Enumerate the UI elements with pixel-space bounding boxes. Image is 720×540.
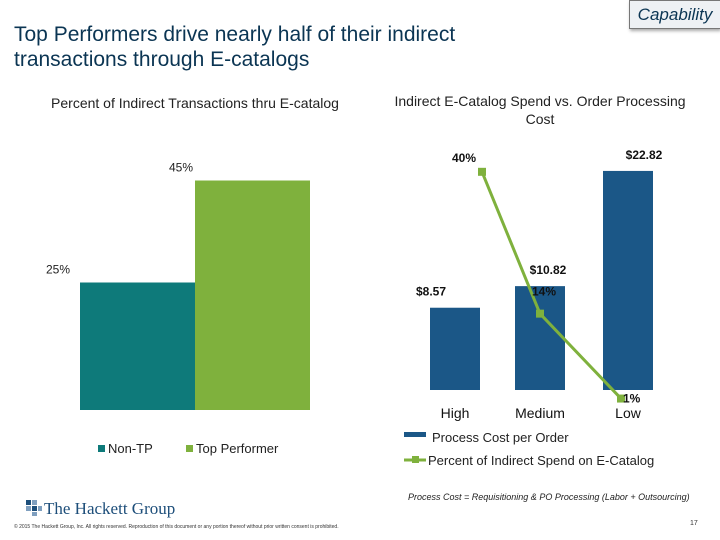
legend-label: Non-TP (108, 441, 153, 456)
bar-value-label: $22.82 (626, 148, 663, 162)
bar-value-label: $8.57 (416, 285, 446, 299)
legend-label-spend: Percent of Indirect Spend on E-Catalog (428, 453, 654, 468)
spend-point (617, 394, 625, 403)
legend-swatch-cost (404, 432, 426, 437)
right-chart: $8.57 $10.82 $22.82 40% 14% 1% High Medium Low Pr… (404, 148, 663, 468)
legend-swatch (186, 445, 193, 452)
bar-non-tp (80, 282, 195, 410)
footnote: Process Cost = Requisitioning & PO Proce… (408, 492, 690, 502)
slide-title: Top Performers drive nearly half of thei… (14, 23, 456, 71)
legend-marker-spend (412, 456, 419, 463)
spend-point (536, 309, 544, 318)
right-chart-title: Indirect E-Catalog Spend vs. Order Proce… (394, 93, 686, 127)
page-number: 17 (690, 520, 698, 527)
spend-point (478, 167, 486, 176)
left-chart: 25% 45% Non-TP Top Performer (46, 161, 310, 456)
line-value-label: 14% (532, 285, 556, 299)
line-value-label: 1% (623, 392, 641, 406)
bar-top-performer (195, 180, 310, 410)
cost-bar (430, 307, 480, 390)
cost-bar (515, 286, 565, 390)
data-label: 25% (46, 263, 70, 277)
legend-swatch (98, 445, 105, 452)
legend-label-cost: Process Cost per Order (432, 430, 569, 445)
x-tick-label: Medium (515, 405, 565, 421)
copyright: © 2015 The Hackett Group, Inc. All right… (14, 524, 339, 530)
left-chart-title: Percent of Indirect Transactions thru E-… (51, 95, 339, 111)
data-label: 45% (169, 161, 193, 175)
cost-bar (603, 170, 653, 390)
capability-badge: Capability (629, 0, 720, 29)
x-tick-label: Low (615, 405, 642, 421)
x-tick-label: High (441, 405, 470, 421)
bar-value-label: $10.82 (530, 263, 567, 277)
legend-label: Top Performer (196, 441, 279, 456)
hackett-logo-mark (26, 500, 42, 516)
hackett-logo-text: The Hackett Group (44, 499, 176, 518)
line-value-label: 40% (452, 151, 476, 165)
